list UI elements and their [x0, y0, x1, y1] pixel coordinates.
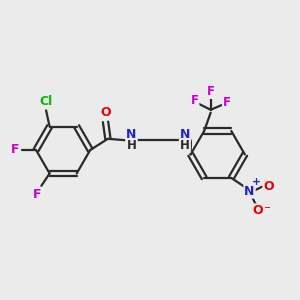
Text: N: N [180, 128, 190, 141]
Text: O: O [100, 106, 111, 119]
Text: Cl: Cl [39, 95, 53, 108]
Text: N: N [244, 184, 255, 198]
Text: F: F [223, 96, 231, 109]
Text: O: O [263, 180, 274, 193]
Text: F: F [190, 94, 199, 107]
Text: F: F [33, 188, 41, 201]
Text: N: N [126, 128, 136, 142]
Text: +: + [252, 177, 260, 187]
Text: H: H [180, 139, 190, 152]
Text: F: F [11, 143, 20, 157]
Text: O: O [253, 204, 263, 218]
Text: ⁻: ⁻ [263, 204, 270, 218]
Text: F: F [207, 85, 215, 98]
Text: H: H [127, 139, 136, 152]
